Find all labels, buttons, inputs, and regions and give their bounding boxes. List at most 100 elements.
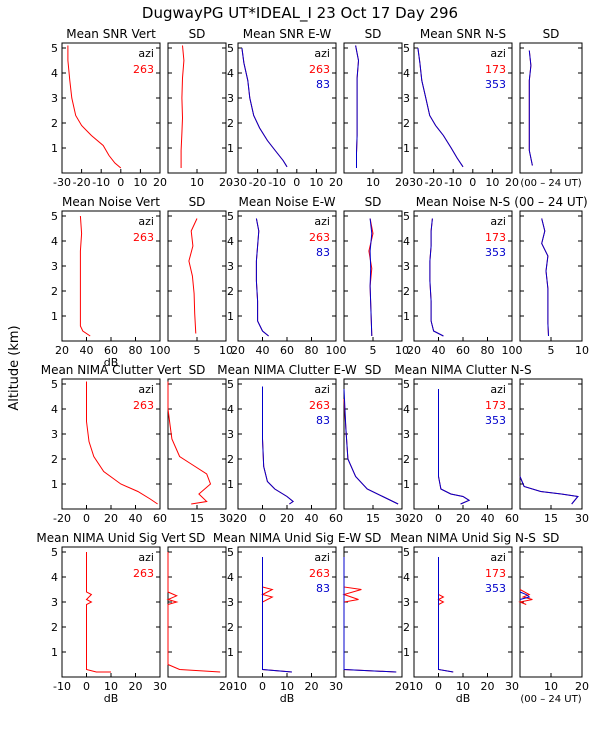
- y-tick-label: 2: [403, 285, 410, 298]
- plot-frame: [343, 42, 403, 174]
- x-tick-label: 80: [129, 344, 143, 357]
- series-line-83: [343, 388, 399, 505]
- y-tick-label: 4: [227, 67, 234, 80]
- chart-panel-unid-vert: Mean NIMA Unid Sig Vert 1 2 3 4 5 -10 0 10 20 30 dB…: [36, 531, 186, 705]
- x-tick-label: -20: [405, 512, 423, 525]
- y-tick-label: 4: [403, 571, 410, 584]
- x-tick-label: 0: [83, 512, 90, 525]
- panel-title: Mean NIMA Unid Sig Vert: [36, 531, 186, 545]
- x-tick-label: 10: [456, 680, 470, 693]
- azi-legend-value: 263: [133, 567, 154, 580]
- x-tick-label: 0: [469, 176, 476, 189]
- x-tick-label: -20: [229, 512, 247, 525]
- y-tick-label: 4: [51, 571, 58, 584]
- x-tick-label: 40: [256, 344, 270, 357]
- series-line-263: [262, 386, 294, 505]
- azi-legend-value: 353: [485, 78, 506, 91]
- x-tick-label: 0: [259, 680, 266, 693]
- series-line-353: [541, 218, 549, 337]
- x-tick-label: 100: [326, 344, 347, 357]
- figure-title: DugwayPG UT*IDEAL_I 23 Oct 17 Day 296: [142, 4, 458, 23]
- y-tick-label: 5: [403, 42, 410, 55]
- chart-panel-noise-time: (00 – 24 UT) 5 10: [514, 195, 589, 357]
- y-tick-label: 1: [403, 646, 410, 659]
- x-tick-label: 60: [456, 344, 470, 357]
- azi-legend-label: azi: [490, 47, 506, 60]
- x-axis-label: dB: [280, 692, 295, 705]
- x-tick-label: 10: [366, 176, 380, 189]
- chart-panel-snr-vert-sd: SD 10 20: [167, 27, 233, 189]
- y-tick-label: 5: [227, 42, 234, 55]
- series-line-263: [166, 552, 221, 673]
- plot-frame: [343, 378, 403, 510]
- chart-panel-unid-ew-sd: SD 20: [342, 531, 409, 693]
- panel-title: Mean NIMA Unid Sig N-S: [390, 531, 536, 545]
- x-tick-label: -30: [405, 176, 423, 189]
- y-tick-label: 5: [51, 546, 58, 559]
- series-line-353: [528, 50, 533, 166]
- y-tick-label: 2: [403, 117, 410, 130]
- x-tick-label: 100: [502, 344, 523, 357]
- x-tick-label: 20: [575, 680, 589, 693]
- chart-panel-clutter-ew: Mean NIMA Clutter E-W 1 2 3 4 5 -20 0 20 40 60 azi 2…: [217, 363, 357, 525]
- azi-legend-value: 263: [309, 231, 330, 244]
- x-tick-label: -10: [53, 680, 71, 693]
- y-tick-label: 3: [51, 596, 58, 609]
- y-tick-label: 4: [227, 403, 234, 416]
- x-tick-label: 60: [104, 344, 118, 357]
- series-line-83: [241, 47, 288, 168]
- x-tick-label: 30: [505, 680, 519, 693]
- series-line-263: [167, 381, 212, 505]
- x-tick-label: -20: [249, 176, 267, 189]
- azi-legend-label: azi: [314, 215, 330, 228]
- y-tick-label: 5: [227, 210, 234, 223]
- x-tick-label: 5: [194, 344, 201, 357]
- plot-frame: [167, 210, 227, 342]
- azi-legend-value: 173: [485, 63, 506, 76]
- azi-legend-value: 263: [133, 63, 154, 76]
- y-tick-label: 2: [51, 117, 58, 130]
- x-tick-label: 20: [219, 680, 233, 693]
- chart-panel-snr-ew: Mean SNR E-W 1 2 3 4 5 -30 -20 -10 0 10 20 azi 263 83: [227, 27, 343, 189]
- y-tick-label: 3: [51, 92, 58, 105]
- azi-legend-label: azi: [314, 551, 330, 564]
- azi-legend-value: 83: [316, 246, 330, 259]
- chart-panel-clutter-ns: Mean NIMA Clutter N-S 1 2 3 4 5 -20 0 20 40 60 azi 1…: [394, 363, 531, 525]
- x-axis-label: dB: [104, 356, 119, 369]
- y-tick-label: 3: [403, 260, 410, 273]
- x-tick-label: 20: [305, 680, 319, 693]
- azi-legend-label: azi: [314, 47, 330, 60]
- x-tick-label: -20: [425, 176, 443, 189]
- y-tick-label: 3: [227, 428, 234, 441]
- y-tick-label: 1: [403, 142, 410, 155]
- x-axis-label: (00 – 24 UT): [520, 694, 581, 705]
- azi-legend-label: azi: [138, 215, 154, 228]
- y-tick-label: 1: [403, 478, 410, 491]
- x-tick-label: 10: [309, 176, 323, 189]
- chart-panel-noise-ns: Mean Noise N-S 1 2 3 4 5 20 40 60 80 100 azi 173 353: [403, 195, 523, 357]
- series-line-173: [438, 389, 471, 505]
- plot-frame: [413, 42, 513, 174]
- series-line-263: [241, 47, 288, 168]
- series-line-173: [437, 557, 454, 673]
- y-tick-label: 3: [403, 428, 410, 441]
- x-tick-label: (00 – 24 UT): [520, 178, 581, 189]
- panel-title: SD: [543, 531, 560, 545]
- azi-legend-value: 263: [309, 567, 330, 580]
- x-tick-label: 10: [133, 176, 147, 189]
- y-tick-label: 2: [403, 621, 410, 634]
- y-tick-label: 1: [227, 478, 234, 491]
- x-tick-label: 0: [259, 512, 266, 525]
- series-line-353: [417, 47, 464, 168]
- x-tick-label: 10: [544, 680, 558, 693]
- x-tick-label: 100: [150, 344, 171, 357]
- azi-legend-label: azi: [490, 383, 506, 396]
- y-tick-label: 4: [51, 403, 58, 416]
- x-tick-label: -10: [268, 176, 286, 189]
- series-line-353: [429, 218, 444, 337]
- x-tick-label: 80: [481, 344, 495, 357]
- panel-title: SD: [189, 195, 206, 209]
- azi-legend-value: 353: [485, 582, 506, 595]
- series-line-263: [342, 557, 397, 673]
- panel-title: Mean Noise N-S: [416, 195, 511, 209]
